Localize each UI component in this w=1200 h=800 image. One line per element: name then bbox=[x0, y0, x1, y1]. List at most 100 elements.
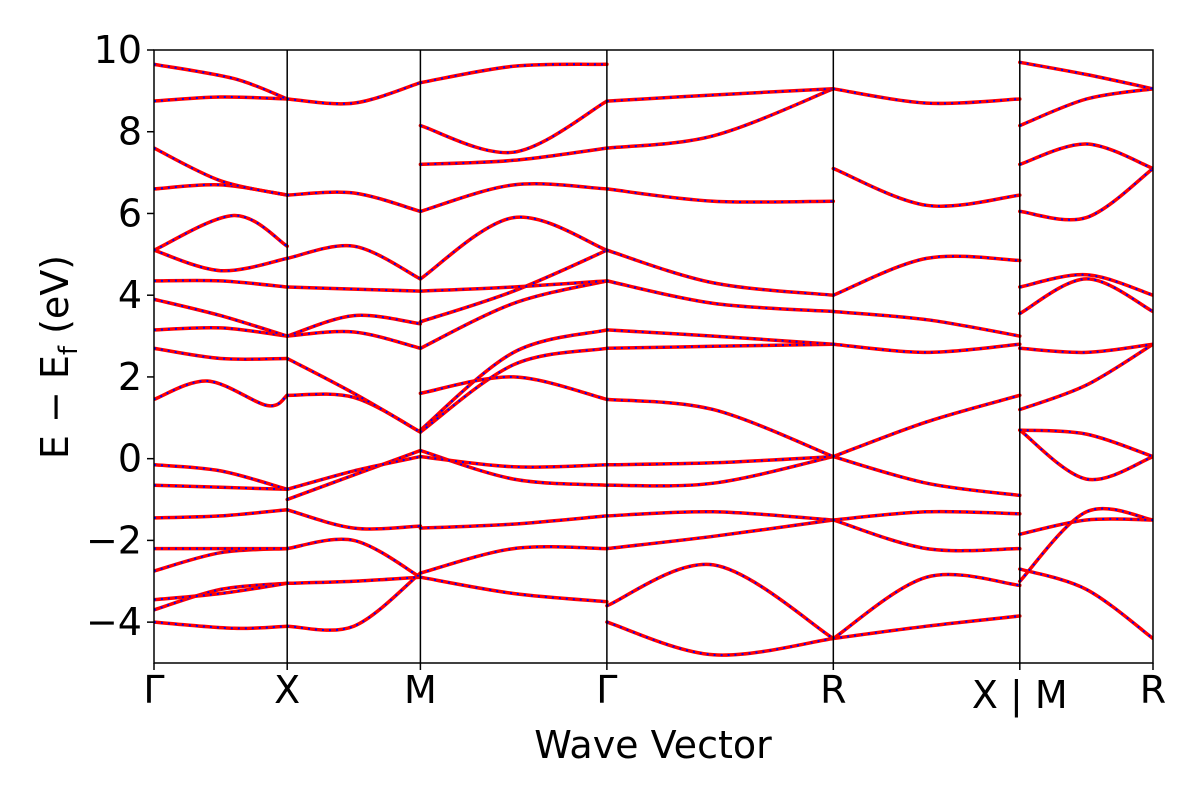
band-segment-dashed bbox=[154, 279, 288, 288]
band-segment-dashed bbox=[154, 298, 288, 338]
band-segment-solid bbox=[418, 328, 609, 432]
band-segment-dashed bbox=[1019, 87, 1153, 127]
x-axis-ticks: Γ X M Γ R X | M R bbox=[143, 663, 1166, 718]
plot-frame bbox=[153, 49, 1154, 664]
band-segment-solid bbox=[831, 393, 1022, 459]
y-tick-label: 6 bbox=[118, 191, 142, 235]
band-segment-solid bbox=[154, 213, 289, 252]
band-segment-dashed bbox=[832, 167, 1020, 208]
band-segment-dashed bbox=[287, 286, 421, 293]
band-segment-solid bbox=[154, 620, 289, 631]
band-segment-dashed bbox=[286, 455, 421, 491]
y-tick-label: 4 bbox=[118, 273, 142, 317]
y-tick-label: −2 bbox=[86, 518, 142, 562]
band-segment-solid bbox=[1018, 342, 1153, 355]
band-segment-dashed bbox=[420, 375, 608, 401]
band-segment-solid bbox=[831, 166, 1022, 208]
band-segment-solid bbox=[154, 546, 289, 573]
band-segment-solid bbox=[418, 182, 609, 214]
band-segment-solid bbox=[605, 279, 836, 314]
band-segment-dashed bbox=[1019, 167, 1153, 221]
band-segment-solid bbox=[605, 518, 836, 551]
band-segment-solid bbox=[285, 537, 423, 579]
band-segment-solid bbox=[285, 190, 423, 214]
kpoint-label: Γ bbox=[596, 668, 617, 712]
band-segment-solid bbox=[1018, 60, 1153, 91]
band-segment-solid bbox=[831, 454, 1022, 498]
band-segment-dashed bbox=[154, 214, 288, 252]
band-segment-dashed bbox=[154, 379, 288, 407]
y-axis-title-main: E − E bbox=[33, 355, 77, 459]
band-segment-dashed bbox=[833, 510, 1020, 521]
band-segment-dashed bbox=[606, 249, 834, 297]
y-axis-title-unit: (eV) bbox=[33, 255, 77, 346]
band-segment-dashed bbox=[420, 455, 607, 469]
band-segment-solid bbox=[285, 392, 423, 434]
band-segment-dashed bbox=[606, 510, 834, 521]
band-segment-dashed bbox=[1019, 343, 1153, 411]
band-segment-dashed bbox=[154, 463, 288, 491]
band-segment-solid bbox=[285, 313, 423, 338]
band-segment-dashed bbox=[832, 573, 1020, 640]
band-segment-dashed bbox=[287, 191, 421, 213]
band-segment-dashed bbox=[419, 279, 608, 350]
band-segment-dashed bbox=[287, 330, 421, 350]
band-segment-solid bbox=[418, 62, 609, 85]
band-segment-dashed bbox=[1019, 517, 1153, 536]
band-segment-dashed bbox=[606, 87, 834, 103]
band-segment-dashed bbox=[833, 87, 1020, 105]
band-segment-solid bbox=[605, 620, 836, 657]
band-segment-solid bbox=[831, 572, 1022, 641]
band-segment-dashed bbox=[154, 249, 288, 272]
band-segment-dashed bbox=[1019, 429, 1153, 481]
band-segment-dashed bbox=[606, 398, 834, 458]
kpoint-label: R bbox=[820, 668, 846, 712]
band-segment-dashed bbox=[833, 615, 1020, 640]
band-segment-solid bbox=[831, 87, 1022, 106]
band-segment-solid bbox=[1018, 517, 1153, 537]
band-segment-solid bbox=[418, 346, 609, 434]
band-segment-dashed bbox=[154, 95, 288, 103]
band-segment-solid bbox=[605, 397, 836, 459]
band-segment-dashed bbox=[420, 147, 608, 166]
band-segment-dashed bbox=[1019, 568, 1153, 640]
band-segment-solid bbox=[418, 375, 609, 402]
x-axis-title: Wave Vector bbox=[534, 723, 772, 767]
band-segment-dashed bbox=[1019, 142, 1153, 170]
band-segment-dashed bbox=[419, 328, 608, 431]
band-segment-dashed bbox=[833, 343, 1020, 354]
y-tick-label: 8 bbox=[118, 110, 142, 154]
band-segment-solid bbox=[154, 278, 289, 289]
band-segment-dashed bbox=[420, 100, 608, 154]
band-segment-dashed bbox=[606, 455, 834, 487]
kpoint-label: R bbox=[1140, 668, 1166, 712]
band-segment-dashed bbox=[287, 576, 421, 585]
band-segment-dashed bbox=[1019, 277, 1153, 315]
high-symmetry-lines bbox=[286, 50, 1021, 663]
band-segment-dashed bbox=[606, 563, 834, 640]
band-segment-solid bbox=[418, 215, 609, 281]
band-segment-dashed bbox=[1019, 343, 1153, 354]
band-segment-solid bbox=[418, 545, 609, 575]
y-axis-title: E − Ef (eV) bbox=[33, 255, 84, 459]
band-segment-dashed bbox=[420, 279, 607, 293]
band-segment-solid bbox=[1018, 428, 1153, 459]
band-segment-solid bbox=[418, 99, 609, 155]
band-segment-dashed bbox=[606, 455, 834, 466]
kpoint-label: M bbox=[404, 668, 437, 712]
band-segment-solid bbox=[1018, 277, 1153, 316]
band-segment-dashed bbox=[420, 576, 607, 603]
y-tick-label: 0 bbox=[118, 437, 142, 481]
bands-layer bbox=[154, 60, 1153, 657]
band-segment-dashed bbox=[154, 63, 288, 100]
band-segment-dashed bbox=[286, 357, 421, 433]
band-segment-solid bbox=[154, 581, 289, 602]
band-segment-solid bbox=[1018, 428, 1153, 482]
y-axis-ticks: −4 −2 0 2 4 6 8 10 bbox=[86, 28, 154, 644]
band-segment-solid bbox=[1018, 567, 1153, 641]
band-segment-solid bbox=[418, 454, 609, 469]
band-segment-dashed bbox=[287, 538, 421, 579]
band-segment-dashed bbox=[420, 182, 607, 213]
band-segment-solid bbox=[154, 62, 289, 101]
band-segment-dashed bbox=[154, 326, 288, 338]
